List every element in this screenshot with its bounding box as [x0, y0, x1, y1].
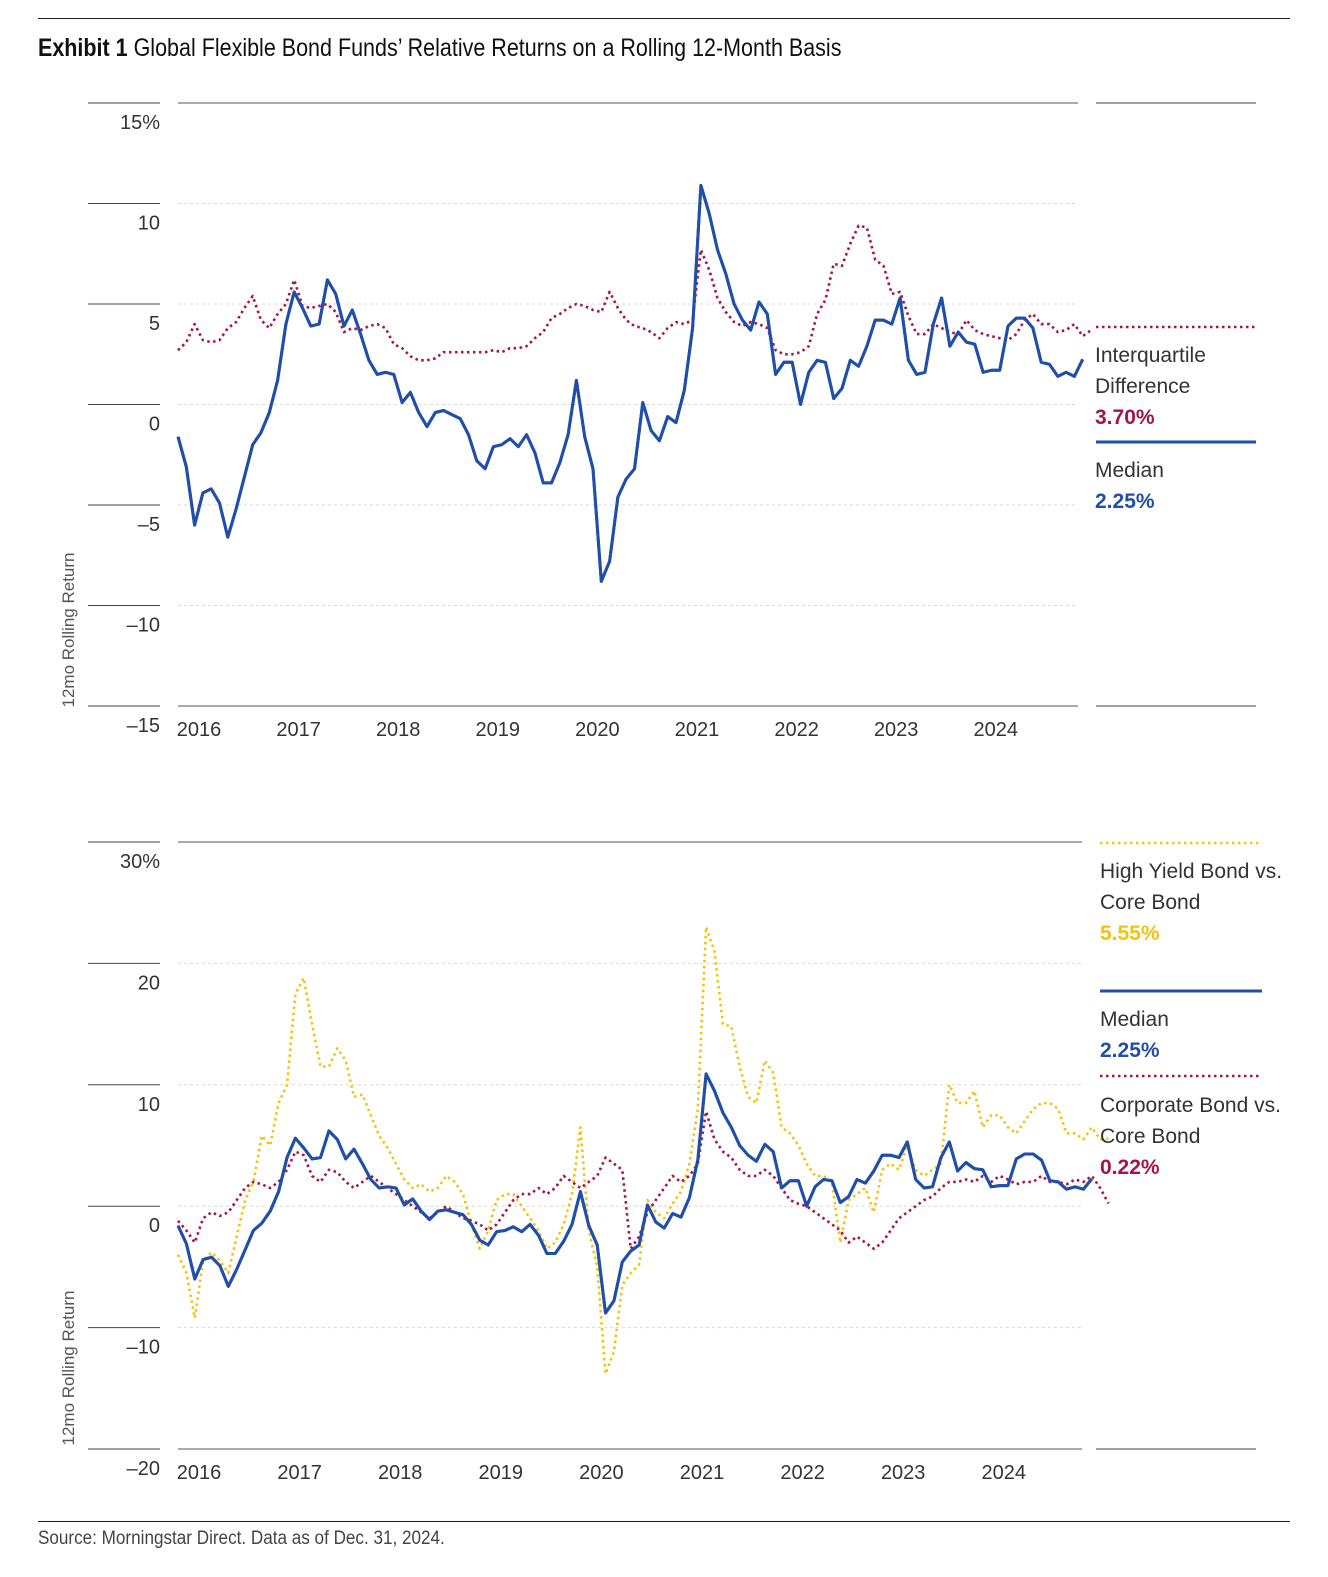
y-tick-label: 10	[138, 1094, 160, 1116]
series-line-corporate-bond-vs-core-bond	[177, 1110, 1110, 1251]
legend-label: Corporate Bond vs.	[1100, 1094, 1281, 1117]
y-tick-label: 15%	[120, 112, 160, 134]
legend-label: Core Bond	[1100, 1125, 1200, 1148]
x-tick-label: 2022	[774, 719, 819, 741]
series-line-median	[176, 183, 1085, 583]
x-tick-label: 2019	[479, 1462, 524, 1484]
y-tick-label: 0	[149, 414, 160, 436]
series-line-interquartile-difference	[177, 224, 1092, 362]
y-tick-label: –15	[127, 715, 160, 737]
legend-label: Interquartile	[1095, 344, 1206, 367]
y-tick-label: –10	[127, 615, 160, 637]
series-line-median-top	[176, 1072, 1093, 1315]
x-tick-label: 2021	[680, 1462, 725, 1484]
x-tick-label: 2016	[177, 1462, 222, 1484]
legend-label: High Yield Bond vs.	[1100, 860, 1282, 883]
x-tick-label: 2017	[276, 719, 321, 741]
x-tick-label: 2023	[881, 1462, 926, 1484]
y-tick-label: –5	[138, 514, 160, 536]
x-tick-label: 2024	[982, 1462, 1027, 1484]
x-tick-label: 2020	[579, 1462, 624, 1484]
x-tick-label: 2020	[575, 719, 620, 741]
y-tick-label: 30%	[120, 851, 160, 873]
legend-label: Median	[1095, 459, 1164, 482]
chart-interquartile: 15% 10 5 0 –5 –10 –15 2016 2017 2018 2019 2020 2021 2…	[59, 102, 1256, 741]
legend-label: Core Bond	[1100, 891, 1200, 914]
x-tick-label: 2016	[177, 719, 222, 741]
series-line-median	[176, 1072, 1093, 1315]
bottom-rule	[38, 1521, 1290, 1522]
x-tick-label: 2017	[277, 1462, 322, 1484]
exhibit-title: Global Flexible Bond Funds’ Relative Ret…	[133, 34, 842, 62]
chart-sector-spreads: 30% 20 10 0 –10 –20 2016 2017 2018 2019 2020 2021 20…	[59, 841, 1282, 1484]
y-tick-label: 20	[138, 972, 160, 994]
x-tick-label: 2024	[974, 719, 1019, 741]
legend-label: Median	[1100, 1008, 1169, 1031]
x-tick-label: 2021	[675, 719, 720, 741]
x-tick-label: 2019	[476, 719, 521, 741]
source-note: Source: Morningstar Direct. Data as of D…	[38, 1528, 445, 1549]
series-line-high-yield-bond-vs-core-bond	[176, 925, 1109, 1376]
x-tick-label: 2018	[376, 719, 421, 741]
y-axis-label: 12mo Rolling Return	[59, 1291, 78, 1446]
chart-title: Exhibit 1 Global Flexible Bond Funds’ Re…	[38, 34, 841, 63]
legend-value: 2.25%	[1100, 1039, 1160, 1062]
x-tick-label: 2023	[874, 719, 919, 741]
top-rule	[38, 18, 1290, 19]
y-tick-label: 5	[149, 313, 160, 335]
legend-label: Difference	[1095, 375, 1190, 398]
y-tick-label: –20	[127, 1458, 160, 1480]
legend-value: 2.25%	[1095, 490, 1155, 513]
series-line-median-top	[176, 183, 1085, 583]
y-tick-label: –10	[127, 1337, 160, 1359]
x-tick-label: 2018	[378, 1462, 423, 1484]
y-tick-label: 0	[149, 1215, 160, 1237]
exhibit-label: Exhibit 1	[38, 34, 128, 62]
x-tick-label: 2022	[780, 1462, 825, 1484]
y-axis-label: 12mo Rolling Return	[59, 553, 78, 708]
legend-value: 0.22%	[1100, 1156, 1160, 1179]
legend-value: 3.70%	[1095, 406, 1155, 429]
legend-value: 5.55%	[1100, 922, 1160, 945]
y-tick-label: 10	[138, 213, 160, 235]
